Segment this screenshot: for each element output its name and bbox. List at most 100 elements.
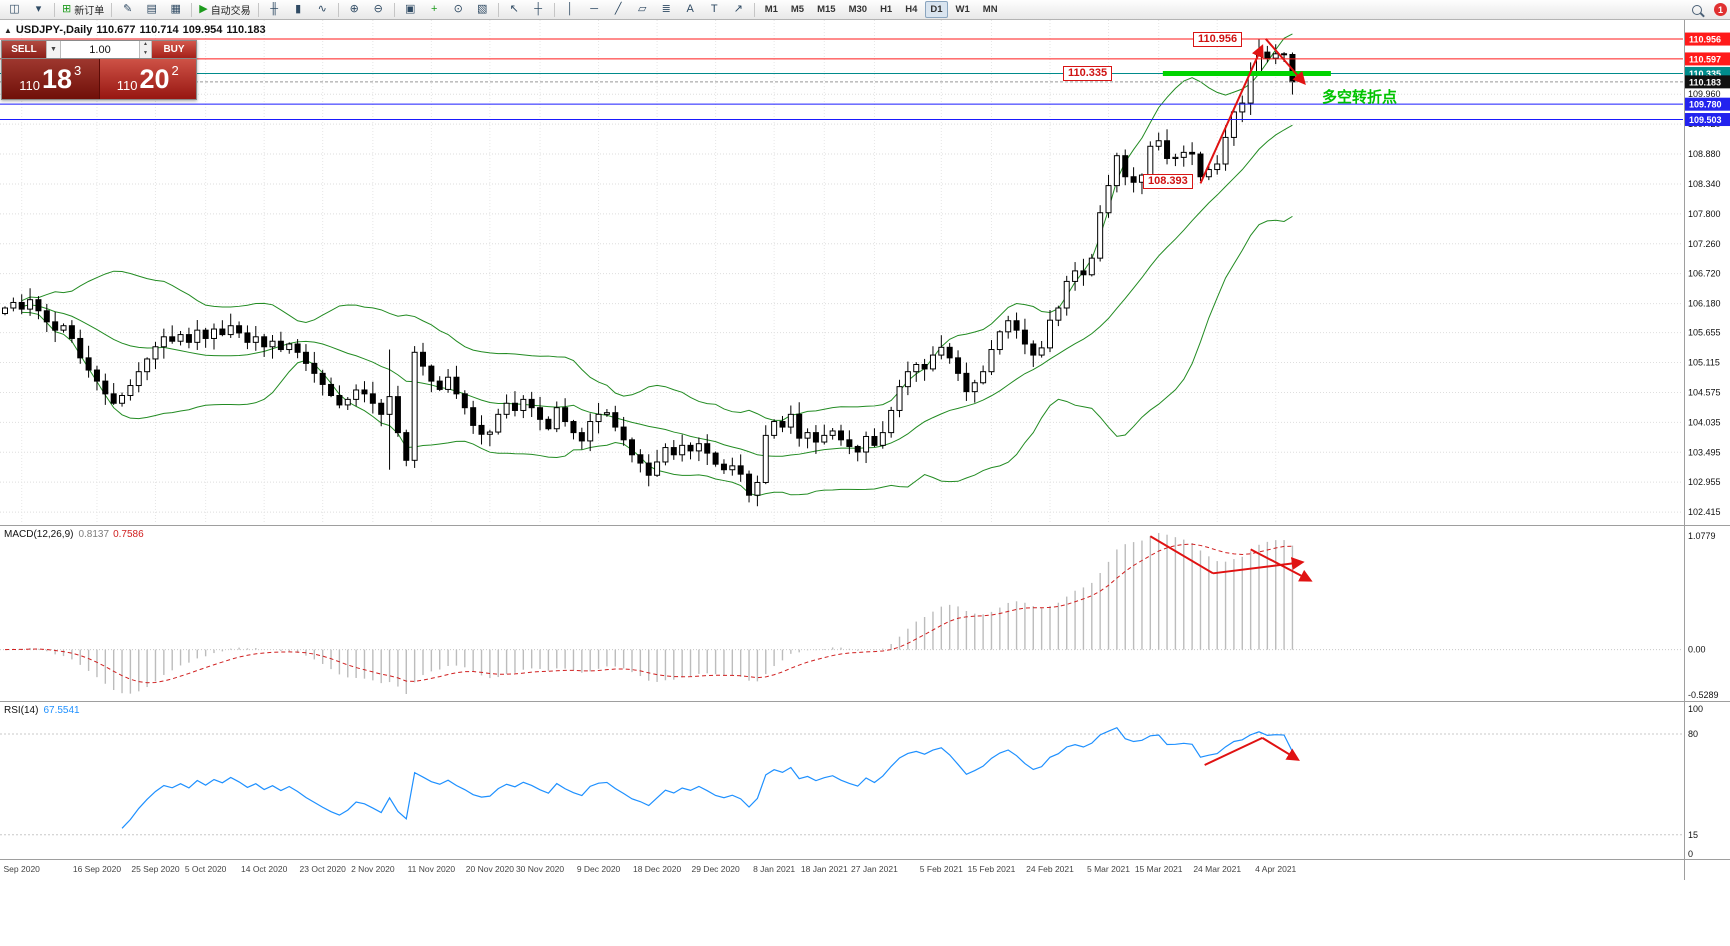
one-click-collapse-toggle[interactable]: ▲	[4, 25, 12, 35]
macd-signal-value: 0.7586	[113, 529, 144, 540]
add-indicator-button[interactable]: +	[423, 0, 446, 19]
zoom-in-button[interactable]: ⊕	[343, 0, 366, 19]
annotation-price-110335[interactable]: 110.335	[1063, 66, 1113, 81]
svg-text:109.503: 109.503	[1689, 115, 1722, 125]
channel-icon: ▱	[637, 3, 647, 15]
volume-input[interactable]: 1.00	[61, 41, 139, 58]
crosshair-icon: ┼	[534, 3, 543, 15]
annotation-price-110956[interactable]: 110.956	[1193, 32, 1243, 47]
sell-pips: 18	[41, 64, 73, 94]
fibonacci-button[interactable]: ≣	[655, 0, 678, 19]
svg-text:25 Sep 2020: 25 Sep 2020	[131, 864, 179, 874]
trade-options-dropdown[interactable]: ▼	[46, 41, 61, 58]
horizontal-line-button[interactable]: ─	[583, 0, 606, 19]
arrows-button[interactable]: ↗	[727, 0, 750, 19]
svg-text:Sep 2020: Sep 2020	[4, 864, 41, 874]
volume-stepper: ▲ ▼	[139, 41, 152, 58]
candlestick-chart-icon: ▮	[295, 3, 302, 15]
bars-chart-icon: ╫	[270, 3, 279, 15]
svg-text:27 Jan 2021: 27 Jan 2021	[851, 864, 898, 874]
svg-text:11 Nov 2020: 11 Nov 2020	[408, 864, 456, 874]
svg-text:103.495: 103.495	[1688, 447, 1721, 457]
channel-button[interactable]: ▱	[631, 0, 654, 19]
svg-text:102.955: 102.955	[1688, 477, 1721, 487]
tile-windows-icon: ▣	[404, 3, 416, 15]
autotrading-button-label: 自动交易	[210, 6, 251, 17]
svg-text:109.960: 109.960	[1688, 89, 1721, 99]
svg-text:109.780: 109.780	[1689, 100, 1722, 110]
timeframe-m1-button[interactable]: M1	[764, 4, 778, 15]
timeframe-h4-button[interactable]: H4	[905, 4, 918, 15]
terminal-button[interactable]: ▦	[164, 0, 187, 19]
annotation-price-108393[interactable]: 108.393	[1143, 174, 1193, 189]
cursor-button[interactable]: ↖	[503, 0, 526, 19]
svg-text:2 Nov 2020: 2 Nov 2020	[351, 864, 395, 874]
new-order-button[interactable]: ⊞ 新订单	[59, 0, 107, 19]
templates-button[interactable]: ▧	[471, 0, 494, 19]
rsi-indicator-label: RSI(14) 67.5541	[4, 705, 80, 716]
autotrading-button[interactable]: ▶ 自动交易	[196, 0, 253, 19]
timeframe-h1-button[interactable]: H1	[880, 4, 893, 15]
chart-header: ▲ USDJPY-,Daily 110.677 110.714 109.954 …	[4, 24, 266, 36]
sell-button[interactable]: SELL	[2, 41, 46, 58]
profiles-icon: ▾	[35, 3, 42, 15]
sell-price-button[interactable]: 110 18 3	[2, 59, 100, 99]
profiles-button[interactable]: ▾	[27, 0, 50, 19]
svg-text:24 Mar 2021: 24 Mar 2021	[1193, 864, 1241, 874]
zoom-out-icon: ⊖	[373, 3, 383, 15]
svg-text:5 Mar 2021: 5 Mar 2021	[1087, 864, 1130, 874]
svg-text:23 Oct 2020: 23 Oct 2020	[300, 864, 347, 874]
rsi-value: 67.5541	[43, 705, 80, 716]
notification-badge[interactable]: 1	[1714, 3, 1727, 16]
buy-button[interactable]: BUY	[152, 41, 196, 58]
svg-text:15 Feb 2021: 15 Feb 2021	[968, 864, 1016, 874]
toolbar-separator	[191, 2, 193, 17]
svg-text:100: 100	[1688, 704, 1703, 714]
svg-text:-0.5289: -0.5289	[1688, 690, 1719, 700]
text-button[interactable]: A	[679, 0, 702, 19]
volume-decrease-button[interactable]: ▼	[143, 49, 148, 56]
new-order-button-label: 新订单	[74, 6, 105, 17]
svg-text:20 Nov 2020: 20 Nov 2020	[466, 864, 514, 874]
sell-pip-fraction: 3	[74, 63, 82, 78]
timeframe-w1-button[interactable]: W1	[955, 4, 970, 15]
svg-text:9 Dec 2020: 9 Dec 2020	[577, 864, 621, 874]
crosshair-button[interactable]: ┼	[527, 0, 550, 19]
svg-text:102.415: 102.415	[1688, 507, 1721, 517]
timeframe-m15-button[interactable]: M15	[817, 4, 836, 15]
svg-text:30 Nov 2020: 30 Nov 2020	[516, 864, 564, 874]
toolbar-separator	[553, 2, 555, 17]
timeframe-m30-button[interactable]: M30	[848, 4, 868, 15]
terminal-icon: ▦	[170, 3, 181, 15]
svg-text:104.575: 104.575	[1688, 387, 1721, 397]
add-indicator-icon: +	[430, 3, 438, 15]
metaeditor-icon: ✎	[123, 3, 133, 15]
toolbar-button-area: ◫ ▾ ⊞ 新订单 ✎ ▤ ▦ ▶ 自动交易 ╫ ▮ ∿ ⊕ ⊖ ▣ + ⊙ ▧ ↖ ┼ │ ─ ╱ ▱ ≣ A T ↗ M1 M5 M15…	[3, 0, 1004, 19]
search-button[interactable]	[1685, 0, 1708, 19]
line-chart-button[interactable]: ∿	[311, 0, 334, 19]
search-icon	[1691, 4, 1702, 15]
label-button[interactable]: T	[703, 0, 726, 19]
tile-windows-button[interactable]: ▣	[399, 0, 422, 19]
arrows-icon: ↗	[733, 3, 743, 15]
zoom-out-button[interactable]: ⊖	[367, 0, 390, 19]
timeframe-mn-button[interactable]: MN	[982, 4, 998, 15]
buy-price-button[interactable]: 110 20 2	[99, 59, 196, 99]
vertical-line-button[interactable]: │	[559, 0, 582, 19]
market-watch-button[interactable]: ▤	[140, 0, 163, 19]
new-chart-button[interactable]: ◫	[3, 0, 26, 19]
svg-text:108.340: 108.340	[1688, 179, 1721, 189]
volume-increase-button[interactable]: ▲	[143, 41, 148, 47]
market-watch-icon: ▤	[146, 3, 157, 15]
toolbar-separator	[497, 2, 499, 17]
trendline-icon: ╱	[614, 3, 622, 15]
bars-chart-button[interactable]: ╫	[263, 0, 286, 19]
timeframe-d1-button[interactable]: D1	[925, 1, 948, 18]
trendline-button[interactable]: ╱	[607, 0, 630, 19]
candlestick-chart-button[interactable]: ▮	[287, 0, 310, 19]
timeframe-m5-button[interactable]: M5	[790, 4, 805, 15]
periods-button[interactable]: ⊙	[447, 0, 470, 19]
metaeditor-button[interactable]: ✎	[116, 0, 139, 19]
toolbar-separator	[54, 2, 55, 17]
